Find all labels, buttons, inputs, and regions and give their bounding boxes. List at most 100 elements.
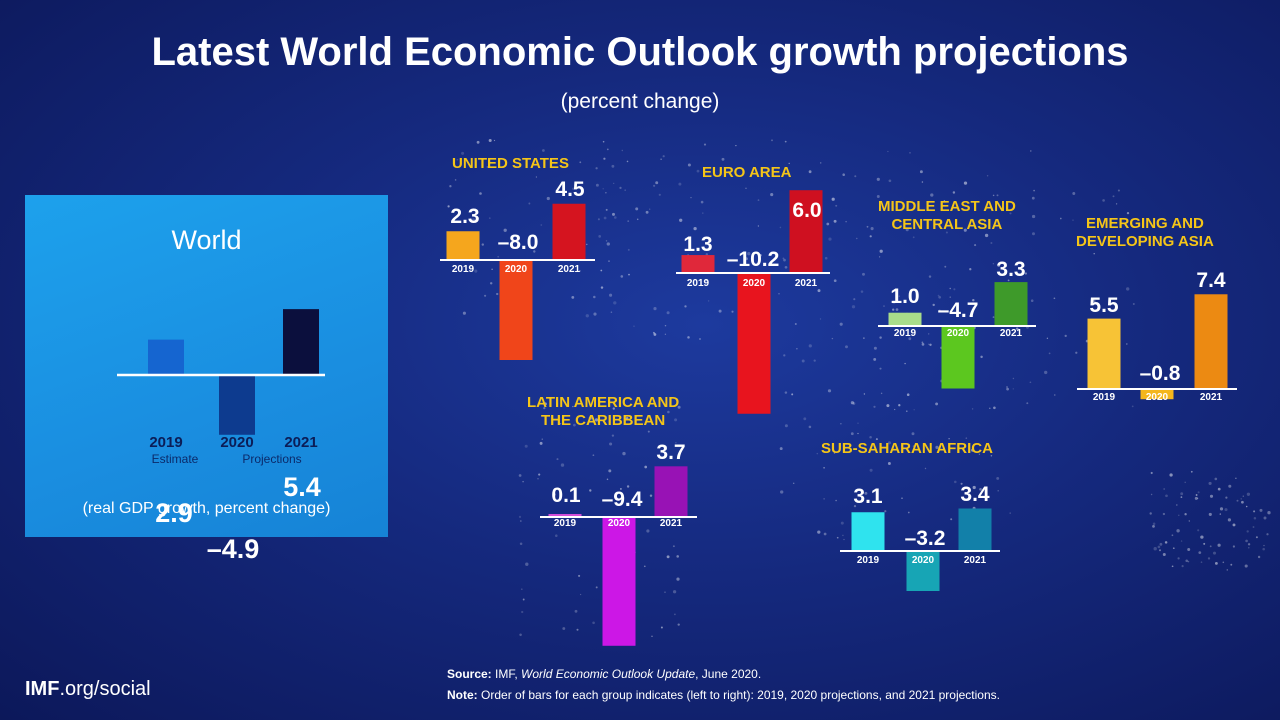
map-dot [873,405,876,408]
bar-2021 [789,190,823,273]
map-dot [906,410,908,412]
map-dot [612,407,615,410]
map-dot [791,393,794,396]
map-dot [658,193,661,196]
map-dot [1219,513,1222,515]
map-dot [651,635,653,637]
map-dot [1030,150,1032,152]
year-label-2020: 2020 [1146,392,1169,403]
map-dot [593,295,596,299]
map-dot [929,343,932,347]
map-dot [574,609,578,613]
map-dot [707,300,710,302]
map-dot [1207,557,1211,560]
map-dot [808,170,812,174]
value-label-2021: 3.3 [996,258,1025,281]
map-dot [948,437,950,440]
map-dot [621,149,624,152]
map-dot [1180,540,1183,542]
map-dot [519,633,522,637]
map-dot [488,217,491,219]
page-title: Latest World Economic Outlook growth pro… [151,30,1129,74]
map-dot [969,268,972,271]
bar-2020 [737,273,771,414]
map-dot [854,175,857,178]
map-dot [675,441,677,444]
map-dot [484,294,487,297]
map-dot [937,294,940,297]
map-dot [900,224,902,227]
map-dot [892,300,896,304]
map-dot [735,144,737,147]
note-text: Order of bars for each group indicates (… [481,688,1000,702]
map-dot [572,187,575,191]
map-dot [613,216,617,219]
value-label-2019: 1.0 [890,285,919,308]
map-dot [489,282,493,285]
map-dot [869,468,873,472]
map-dot [986,175,989,177]
map-dot [869,235,872,238]
map-dot [627,220,630,222]
map-dot [666,555,670,559]
map-dot [603,157,606,160]
map-dot [851,305,856,309]
map-dot [503,228,507,232]
map-dot [1198,551,1202,554]
map-dot [674,613,676,616]
map-dot [996,476,1000,480]
map-dot [879,249,883,253]
map-dot [663,445,667,449]
map-dot [816,452,819,455]
map-dot [454,179,457,181]
map-dot [620,275,624,278]
map-dot [842,173,845,176]
map-dot [606,478,609,481]
note-label: Note: [447,688,478,702]
map-dot [935,445,939,450]
map-dot [887,441,892,445]
map-dot [613,182,615,185]
map-dot [828,237,832,241]
map-dot [1214,477,1218,481]
map-dot [1262,547,1265,551]
page-subtitle: (percent change) [560,90,720,113]
map-dot [788,162,790,165]
map-dot [1117,189,1120,192]
map-dot [876,177,880,181]
map-dot [602,188,604,190]
map-dot [1259,508,1263,512]
bar-2020 [499,260,533,360]
map-dot [613,301,617,305]
map-dot [857,432,859,435]
value-label-2021: 6.0 [792,199,821,222]
map-dot [456,158,459,161]
map-dot [672,545,675,548]
map-dot [481,243,484,246]
map-dot [595,586,598,589]
map-dot [573,423,576,427]
map-dot [972,307,975,309]
imf-logo-link[interactable]: IMF.org/social [25,678,151,701]
map-dot [911,432,915,436]
map-dot [608,260,610,262]
map-dot [928,343,930,345]
map-dot [1159,542,1163,546]
map-dot [1176,529,1180,533]
map-dot [840,521,844,525]
map-dot [823,532,827,536]
map-dot [1075,351,1078,354]
map-dot [1241,500,1244,504]
map-dot [932,303,935,307]
map-dot [555,534,558,537]
map-dot [705,253,709,256]
map-dot [609,293,613,297]
year-label-2020: 2020 [608,518,631,529]
map-dot [521,610,524,614]
source-label: Source: [447,667,492,681]
map-dot [595,167,598,170]
map-dot [780,490,784,494]
